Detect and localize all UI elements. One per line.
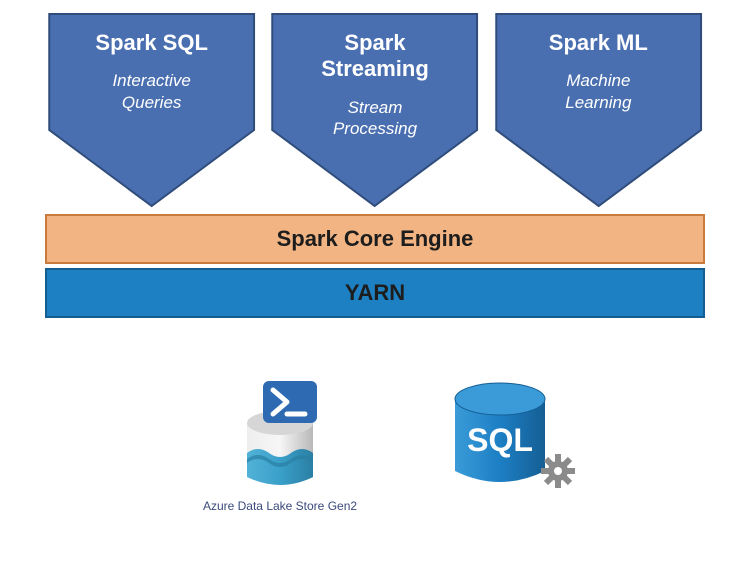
yarn-bar: YARN (45, 268, 705, 318)
sql-db-icon: SQL (440, 375, 590, 500)
spark-streaming-title: SparkStreaming (321, 30, 429, 83)
spark-ml-subtitle: MachineLearning (565, 70, 631, 113)
spark-ml-title: Spark ML (549, 30, 648, 56)
adls-gen2-icon (225, 375, 335, 493)
spark-components-row: Spark SQL InteractiveQueries SparkStream… (45, 10, 705, 210)
pentagon-text: Spark ML MachineLearning (492, 10, 705, 210)
adls-caption: Azure Data Lake Store Gen2 (203, 499, 357, 513)
spark-core-engine-bar: Spark Core Engine (45, 214, 705, 264)
storage-icons-row: Azure Data Lake Store Gen2 SQL (0, 375, 747, 545)
spark-ml-block: Spark ML MachineLearning (492, 10, 705, 210)
spark-architecture-diagram: Spark SQL InteractiveQueries SparkStream… (45, 10, 705, 318)
adls-gen2-block: Azure Data Lake Store Gen2 (195, 375, 365, 513)
sql-text: SQL (467, 422, 533, 458)
yarn-label: YARN (345, 280, 405, 306)
pentagon-text: SparkStreaming StreamProcessing (268, 10, 481, 210)
spark-sql-block: Spark SQL InteractiveQueries (45, 10, 258, 210)
spark-streaming-subtitle: StreamProcessing (333, 97, 417, 140)
spark-core-label: Spark Core Engine (277, 226, 474, 252)
sql-db-block: SQL (435, 375, 595, 500)
pentagon-text: Spark SQL InteractiveQueries (45, 10, 258, 210)
spark-streaming-block: SparkStreaming StreamProcessing (268, 10, 481, 210)
spark-sql-subtitle: InteractiveQueries (112, 70, 190, 113)
spark-sql-title: Spark SQL (95, 30, 207, 56)
